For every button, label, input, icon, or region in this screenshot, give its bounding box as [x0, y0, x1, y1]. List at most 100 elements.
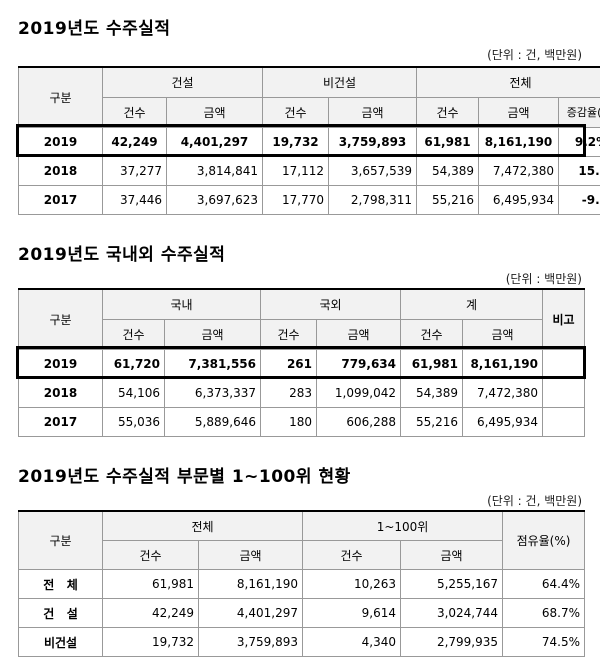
header-category: 구분 [18, 66, 103, 128]
header-count: 건수 [416, 96, 479, 128]
cell-amount: 3,697,623 [166, 184, 263, 215]
cell-count: 9,614 [302, 598, 401, 628]
cell-count: 19,732 [262, 126, 329, 157]
cell-count: 37,446 [102, 184, 167, 215]
section-1-title: 2019년도 수주실적 [18, 19, 171, 39]
cell-count: 42,249 [102, 126, 167, 157]
row-label: 비건설 [18, 627, 103, 657]
header-category: 구분 [18, 288, 103, 350]
header-overseas: 국외 [260, 288, 401, 320]
section-3-unit: (단위 : 건, 백만원) [487, 494, 582, 508]
cell-amount: 4,401,297 [198, 598, 303, 628]
header-total: 전체 [102, 510, 303, 541]
cell-amount: 5,255,167 [399, 569, 504, 599]
row-year: 2018 [18, 155, 103, 186]
header-amount: 금액 [164, 318, 261, 350]
cell-count: 61,981 [102, 569, 199, 599]
cell-count: 55,216 [400, 406, 463, 437]
header-amount: 금액 [399, 540, 504, 570]
table-row: 2017 55,036 5,889,646 180 606,288 55,216… [18, 406, 586, 437]
cell-count: 61,720 [102, 348, 165, 379]
cell-count: 261 [260, 348, 317, 379]
table-row: 2018 54,106 6,373,337 283 1,099,042 54,3… [18, 377, 586, 408]
header-count: 건수 [102, 540, 199, 570]
cell-count: 4,340 [302, 627, 401, 657]
header-count: 건수 [302, 540, 401, 570]
cell-amount: 3,657,539 [328, 155, 417, 186]
table-row: 비건설 19,732 3,759,893 4,340 2,799,935 74.… [18, 627, 586, 657]
header-amount: 금액 [478, 96, 559, 128]
row-year: 2017 [18, 406, 103, 437]
cell-note [542, 377, 586, 408]
header-share: 점유율(%) [502, 510, 586, 570]
cell-amount: 8,161,190 [461, 348, 544, 379]
table-row: 2017 37,446 3,697,623 17,770 2,798,311 5… [18, 184, 600, 215]
header-amount: 금액 [328, 96, 417, 128]
header-amount: 금액 [166, 96, 263, 128]
header-count: 건수 [260, 318, 317, 350]
cell-count: 54,389 [416, 155, 479, 186]
section-1-unit: (단위 : 건, 백만원) [487, 48, 582, 62]
row-label: 전 체 [18, 569, 103, 599]
cell-amount: 7,381,556 [164, 348, 261, 379]
cell-amount: 3,759,893 [198, 627, 303, 657]
cell-note [542, 406, 586, 437]
cell-count: 19,732 [102, 627, 199, 657]
header-non-construction: 비건설 [262, 66, 417, 98]
cell-amount: 1,099,042 [316, 377, 401, 408]
header-count: 건수 [102, 96, 167, 128]
cell-amount: 6,495,934 [461, 406, 544, 437]
header-construction: 건설 [102, 66, 263, 98]
cell-count: 61,981 [400, 348, 463, 379]
cell-amount: 6,373,337 [164, 377, 261, 408]
cell-count: 61,981 [416, 126, 479, 157]
cell-amount: 779,634 [316, 348, 401, 379]
header-amount: 금액 [316, 318, 401, 350]
cell-count: 55,216 [416, 184, 479, 215]
row-year: 2017 [18, 184, 103, 215]
cell-note [542, 348, 586, 379]
cell-count: 54,106 [102, 377, 165, 408]
header-top100: 1~100위 [301, 510, 504, 541]
cell-amount: 2,798,311 [328, 184, 417, 215]
domestic-overseas-table: 구분 국내 국외 계 비고 건수 금액 건수 금액 건수 금액 2019 61,… [18, 288, 586, 437]
cell-amount: 8,161,190 [198, 569, 303, 599]
header-note: 비고 [542, 288, 586, 350]
cell-count: 180 [260, 406, 317, 437]
cell-count: 283 [260, 377, 317, 408]
cell-share: 68.7% [502, 598, 586, 628]
row-label: 건 설 [18, 598, 103, 628]
cell-share: 74.5% [502, 627, 586, 657]
cell-amount: 3,024,744 [399, 598, 504, 628]
cell-amount: 7,472,380 [478, 155, 559, 186]
cell-count: 54,389 [400, 377, 463, 408]
cell-count: 55,036 [102, 406, 165, 437]
cell-rate: -9.9% [557, 184, 600, 215]
cell-rate: 9.2% [557, 126, 600, 157]
header-total: 전체 [415, 66, 600, 98]
header-amount: 금액 [461, 318, 544, 350]
header-count: 건수 [102, 318, 165, 350]
cell-amount: 4,401,297 [166, 126, 263, 157]
cell-count: 42,249 [102, 598, 199, 628]
header-sum: 계 [399, 288, 544, 320]
header-count: 건수 [262, 96, 329, 128]
cell-amount: 3,759,893 [328, 126, 417, 157]
section-2-unit: (단위 : 백만원) [505, 272, 582, 286]
row-year: 2018 [18, 377, 103, 408]
table-row: 2018 37,277 3,814,841 17,112 3,657,539 5… [18, 155, 600, 186]
table-row: 전 체 61,981 8,161,190 10,263 5,255,167 64… [18, 569, 586, 599]
cell-amount: 8,161,190 [478, 126, 559, 157]
cell-amount: 2,799,935 [399, 627, 504, 657]
cell-count: 17,112 [262, 155, 329, 186]
cell-count: 37,277 [102, 155, 167, 186]
header-count: 건수 [400, 318, 463, 350]
row-year: 2019 [18, 126, 103, 157]
cell-count: 17,770 [262, 184, 329, 215]
cell-amount: 7,472,380 [461, 377, 544, 408]
cell-amount: 3,814,841 [166, 155, 263, 186]
row-year: 2019 [18, 348, 103, 379]
cell-count: 10,263 [302, 569, 401, 599]
top100-table: 구분 전체 1~100위 점유율(%) 건수 금액 건수 금액 전 체 61,9… [18, 510, 586, 657]
cell-amount: 5,889,646 [164, 406, 261, 437]
